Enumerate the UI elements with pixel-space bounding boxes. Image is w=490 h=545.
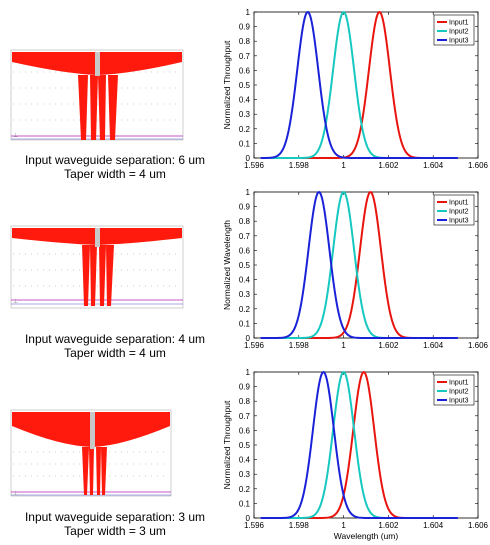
x-tick-label: 1.598: [289, 341, 310, 350]
legend-label: Input3: [449, 38, 469, 45]
caption-taper-width: Taper width = 4 um: [64, 167, 166, 181]
y-tick-label: 0.1: [239, 139, 251, 148]
svg-text:⊥: ⊥: [13, 490, 18, 497]
y-tick-label: 0.3: [239, 110, 251, 119]
y-tick-label: 0.7: [239, 412, 251, 421]
x-tick-label: 1.602: [378, 341, 399, 350]
y-tick-label: 0.7: [239, 52, 251, 61]
y-tick-label: 0: [246, 334, 251, 343]
y-tick-label: 1: [246, 188, 251, 197]
y-axis-label: Normalized Throughput: [222, 40, 232, 129]
panel-1: ⊥ Input waveguide separation: 6 um Taper…: [0, 0, 490, 181]
legend-label: Input3: [449, 218, 469, 225]
series-line-input3: [260, 370, 458, 519]
x-tick-label: 1.598: [289, 161, 310, 170]
y-tick-label: 0.7: [239, 232, 251, 241]
x-tick-label: 1.602: [378, 161, 399, 170]
legend-label: Input2: [449, 209, 469, 216]
legend-label: Input2: [449, 29, 469, 36]
x-tick-label: 1: [341, 521, 346, 530]
x-tick-label: 1.602: [378, 521, 399, 530]
waveguide-layout-1: ⊥: [10, 48, 186, 166]
y-tick-label: 0.1: [239, 319, 251, 328]
y-tick-label: 0.3: [239, 290, 251, 299]
caption-taper-width: Taper width = 3 um: [64, 524, 166, 538]
x-tick-label: 1: [341, 161, 346, 170]
y-axis-label: Normalized Throughput: [222, 400, 232, 489]
y-tick-label: 1: [246, 8, 251, 17]
y-tick-label: 0.8: [239, 37, 251, 46]
y-tick-label: 1: [246, 368, 251, 377]
x-tick-label: 1.606: [468, 521, 489, 530]
y-tick-label: 0.4: [239, 276, 251, 285]
panel-3: ⊥ Input waveguide separation: 3 um Taper…: [0, 360, 490, 545]
y-tick-label: 0.3: [239, 470, 251, 479]
x-tick-label: 1.598: [289, 521, 310, 530]
caption-separation: Input waveguide separation: 6 um: [24, 153, 206, 167]
legend-label: Input3: [449, 398, 469, 405]
series-line-input3: [260, 11, 458, 159]
y-tick-label: 0.9: [239, 203, 251, 212]
chart-2: 1.596 1.598 1 1.602 1.604 1.606 0 0.1 0.2 0.3 0.4 0…: [222, 184, 490, 360]
x-tick-label: 1.596: [244, 521, 265, 530]
x-tick-label: 1.604: [423, 521, 444, 530]
y-tick-label: 0: [246, 154, 251, 163]
y-tick-label: 0.6: [239, 426, 251, 435]
x-tick-label: 1.604: [423, 161, 444, 170]
y-tick-label: 0.2: [239, 305, 251, 314]
y-tick-label: 0.8: [239, 397, 251, 406]
y-tick-label: 0.2: [239, 485, 251, 494]
svg-text:⊥: ⊥: [13, 298, 18, 305]
svg-text:⊥: ⊥: [13, 132, 18, 139]
y-tick-label: 0.8: [239, 217, 251, 226]
y-tick-label: 0.5: [239, 261, 251, 270]
legend-label: Input1: [449, 20, 469, 27]
y-tick-label: 0.6: [239, 66, 251, 75]
caption-2: Input waveguide separation: 4 um Taper w…: [0, 332, 230, 360]
panel-2: ⊥ Input waveguide separation: 4 um Taper…: [0, 180, 490, 360]
y-tick-label: 0.1: [239, 499, 251, 508]
legend-label: Input1: [449, 380, 469, 387]
x-tick-label: 1.606: [468, 161, 489, 170]
x-tick-label: 1.596: [244, 341, 265, 350]
x-axis-label: Wavelength (um): [334, 531, 399, 541]
caption-3: Input waveguide separation: 3 um Taper w…: [0, 510, 230, 538]
caption-1: Input waveguide separation: 6 um Taper w…: [0, 153, 230, 181]
caption-separation: Input waveguide separation: 4 um: [24, 332, 206, 346]
waveguide-layout-3: ⊥: [10, 408, 186, 526]
y-tick-label: 0.5: [239, 441, 251, 450]
legend-label: Input2: [449, 389, 469, 396]
legend-label: Input1: [449, 200, 469, 207]
series-line-input3: [260, 190, 458, 339]
y-tick-label: 0.5: [239, 81, 251, 90]
y-tick-label: 0.6: [239, 246, 251, 255]
caption-taper-width: Taper width = 4 um: [64, 346, 166, 360]
waveguide-layout-2: ⊥: [10, 224, 186, 342]
chart-1: 1.596 1.598 1 1.602 1.604 1.606 0 0.1 0.2 0.3 0.4 0…: [222, 4, 490, 180]
y-tick-label: 0: [246, 514, 251, 523]
x-tick-label: 1.606: [468, 341, 489, 350]
y-tick-label: 0.4: [239, 96, 251, 105]
x-tick-label: 1: [341, 341, 346, 350]
y-axis-label: Normalized Wavelength: [222, 220, 232, 310]
chart-3: 1.596 1.598 1 1.602 1.604 1.606 0 0.1 0.2 0.3 0.4 0…: [222, 364, 490, 541]
x-tick-label: 1.596: [244, 161, 265, 170]
y-tick-label: 0.4: [239, 456, 251, 465]
y-tick-label: 0.2: [239, 125, 251, 134]
x-tick-label: 1.604: [423, 341, 444, 350]
caption-separation: Input waveguide separation: 3 um: [24, 510, 206, 524]
y-tick-label: 0.9: [239, 23, 251, 32]
y-tick-label: 0.9: [239, 383, 251, 392]
